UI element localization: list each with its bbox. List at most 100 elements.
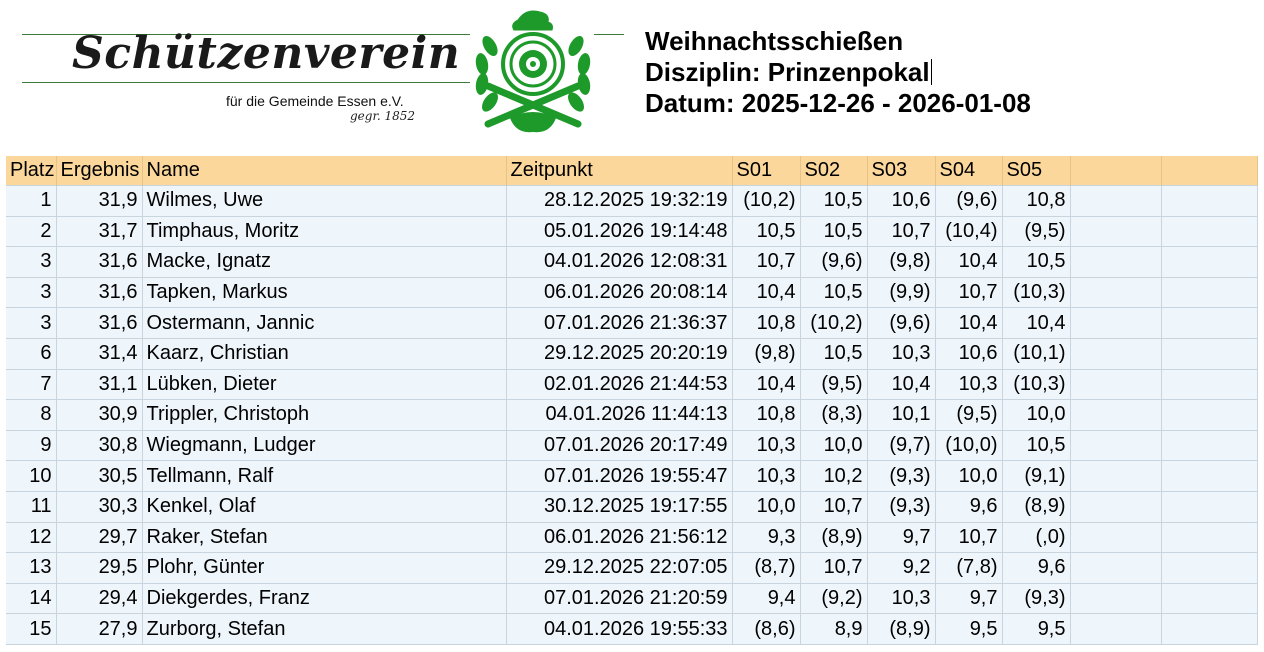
table-row[interactable]: 3 31,6 Ostermann, Jannic 07.01.2026 21:36:3…	[6, 307, 1258, 339]
cell-s02: 10,2	[800, 460, 868, 492]
column-header-ergebnis[interactable]: Ergebnis	[56, 156, 143, 186]
cell-s05: (10,3)	[1002, 368, 1071, 400]
cell-s05: 10,8	[1002, 185, 1071, 217]
column-header-name[interactable]: Name	[142, 156, 507, 186]
cell-s01: 9,3	[732, 521, 801, 553]
cell-s04: (9,6)	[935, 185, 1003, 217]
cell-name: Zurborg, Stefan	[142, 613, 507, 645]
event-discipline-text: Disziplin: Prinzenpokal	[645, 57, 930, 87]
column-header-zeitpunkt[interactable]: Zeitpunkt	[506, 156, 733, 186]
cell-s03: (9,3)	[867, 490, 936, 523]
cell-s05: (8,9)	[1002, 490, 1071, 523]
column-header-s03[interactable]: S03	[867, 156, 936, 186]
table-row[interactable]: 10 30,5 Tellmann, Ralf 07.01.2026 19:55:47 1…	[6, 460, 1258, 492]
cell-zeitpunkt: 06.01.2026 20:08:14	[506, 276, 733, 308]
cell-s03: (9,6)	[867, 307, 936, 339]
column-header-s02[interactable]: S02	[800, 156, 868, 186]
cell-s02: 10,5	[800, 185, 868, 217]
table-row[interactable]: 1 31,9 Wilmes, Uwe 28.12.2025 19:32:19 (10,2…	[6, 185, 1258, 217]
table-row[interactable]: 3 31,6 Macke, Ignatz 04.01.2026 12:08:31 10,…	[6, 246, 1258, 278]
table-row[interactable]: 8 30,9 Trippler, Christoph 04.01.2026 11:44…	[6, 399, 1258, 431]
cell-s05: 9,5	[1002, 613, 1071, 645]
cell-empty	[1161, 552, 1258, 584]
cell-ergebnis: 31,4	[56, 337, 143, 370]
cell-ergebnis: 31,7	[56, 215, 143, 247]
cell-ergebnis: 31,9	[56, 185, 143, 217]
cell-empty	[1070, 429, 1162, 461]
table-row[interactable]: 13 29,5 Plohr, Günter 29.12.2025 22:07:05 (8…	[6, 552, 1258, 584]
cell-s03: (9,7)	[867, 429, 936, 461]
cell-ergebnis: 30,9	[56, 399, 143, 431]
cell-s02: 8,9	[800, 613, 868, 645]
cell-s05: (9,3)	[1002, 582, 1071, 614]
cell-platz: 10	[6, 460, 57, 492]
table-row[interactable]: 9 30,8 Wiegmann, Ludger 07.01.2026 20:17:49…	[6, 429, 1258, 461]
cell-empty	[1161, 337, 1258, 370]
cell-name: Lübken, Dieter	[142, 368, 507, 400]
cell-zeitpunkt: 29.12.2025 20:20:19	[506, 337, 733, 370]
cell-ergebnis: 27,9	[56, 613, 143, 645]
cell-s01: (10,2)	[732, 185, 801, 217]
cell-s05: (10,3)	[1002, 276, 1071, 308]
event-discipline: Disziplin: Prinzenpokal	[645, 57, 1031, 88]
logo-line-bottom	[22, 82, 470, 83]
text-caret	[930, 59, 932, 85]
cell-empty	[1070, 490, 1162, 523]
club-subtitle: für die Gemeinde Essen e.V.	[226, 93, 404, 109]
cell-s02: (9,5)	[800, 368, 868, 400]
cell-s03: (9,8)	[867, 246, 936, 278]
table-row[interactable]: 7 31,1 Lübken, Dieter 02.01.2026 21:44:53 10…	[6, 368, 1258, 400]
cell-zeitpunkt: 05.01.2026 19:14:48	[506, 215, 733, 247]
cell-zeitpunkt: 07.01.2026 20:17:49	[506, 429, 733, 461]
cell-empty	[1070, 613, 1162, 645]
cell-ergebnis: 31,1	[56, 368, 143, 400]
results-body: 1 31,9 Wilmes, Uwe 28.12.2025 19:32:19 (10,2…	[6, 185, 1258, 645]
cell-s02: 10,5	[800, 276, 868, 308]
cell-s02: 10,7	[800, 552, 868, 584]
cell-ergebnis: 30,5	[56, 460, 143, 492]
cell-platz: 8	[6, 399, 57, 431]
table-row[interactable]: 2 31,7 Timphaus, Moritz 05.01.2026 19:14:48…	[6, 215, 1258, 247]
cell-name: Kaarz, Christian	[142, 337, 507, 370]
cell-s05: 10,4	[1002, 307, 1071, 339]
cell-platz: 11	[6, 490, 57, 523]
cell-s01: 10,0	[732, 490, 801, 523]
cell-empty	[1070, 582, 1162, 614]
cell-s01: 10,4	[732, 276, 801, 308]
cell-platz: 15	[6, 613, 57, 645]
cell-s04: 9,6	[935, 490, 1003, 523]
cell-zeitpunkt: 30.12.2025 19:17:55	[506, 490, 733, 523]
cell-empty	[1161, 460, 1258, 492]
cell-s05: 10,5	[1002, 429, 1071, 461]
cell-zeitpunkt: 29.12.2025 22:07:05	[506, 552, 733, 584]
cell-s01: 10,8	[732, 307, 801, 339]
cell-empty	[1161, 246, 1258, 278]
cell-s02: 10,0	[800, 429, 868, 461]
cell-empty	[1161, 613, 1258, 645]
cell-s04: 9,7	[935, 582, 1003, 614]
cell-ergebnis: 31,6	[56, 246, 143, 278]
column-header-s01[interactable]: S01	[732, 156, 801, 186]
column-header-s05[interactable]: S05	[1002, 156, 1071, 186]
cell-ergebnis: 31,6	[56, 307, 143, 339]
event-date: Datum: 2025-12-26 - 2026-01-08	[645, 88, 1031, 118]
cell-s03: (9,3)	[867, 460, 936, 492]
table-row[interactable]: 11 30,3 Kenkel, Olaf 30.12.2025 19:17:55 10,…	[6, 490, 1258, 523]
cell-platz: 3	[6, 276, 57, 308]
club-founded: gegr. 1852	[350, 109, 416, 123]
cell-platz: 13	[6, 552, 57, 584]
table-row[interactable]: 15 27,9 Zurborg, Stefan 04.01.2026 19:55:33…	[6, 613, 1258, 645]
column-header-s04[interactable]: S04	[935, 156, 1003, 186]
cell-empty	[1161, 215, 1258, 247]
table-row[interactable]: 6 31,4 Kaarz, Christian 29.12.2025 20:20:19…	[6, 337, 1258, 370]
table-row[interactable]: 12 29,7 Raker, Stefan 06.01.2026 21:56:12 9,…	[6, 521, 1258, 553]
cell-ergebnis: 29,5	[56, 552, 143, 584]
cell-s04: (9,5)	[935, 399, 1003, 431]
cell-empty	[1070, 246, 1162, 278]
club-name: Schützenverein	[72, 28, 461, 79]
cell-s03: 9,7	[867, 521, 936, 553]
table-row[interactable]: 3 31,6 Tapken, Markus 06.01.2026 20:08:14 10…	[6, 276, 1258, 308]
table-row[interactable]: 14 29,4 Diekgerdes, Franz 07.01.2026 21:20:…	[6, 582, 1258, 614]
column-header-platz[interactable]: Platz	[6, 156, 57, 186]
cell-platz: 9	[6, 429, 57, 461]
